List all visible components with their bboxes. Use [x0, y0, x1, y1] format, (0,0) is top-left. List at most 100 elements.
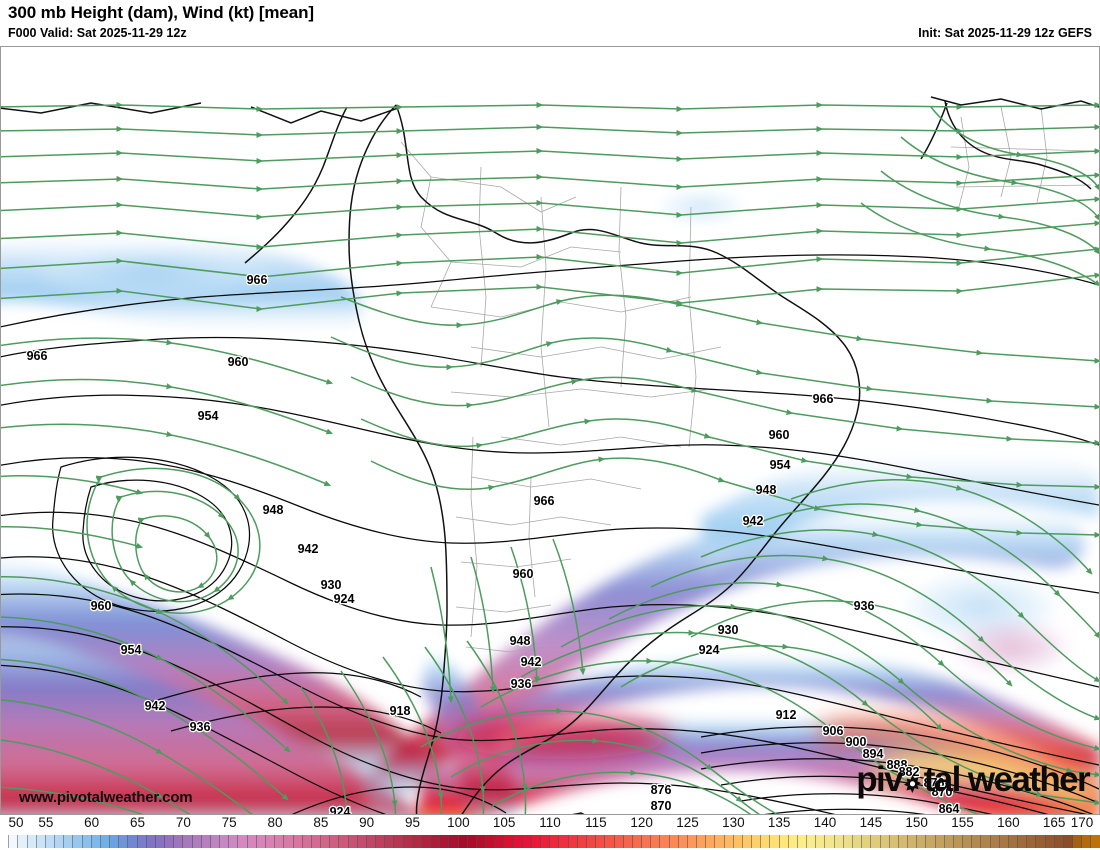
colorbar-swatch: [660, 835, 670, 848]
colorbar-swatch: [293, 835, 303, 848]
contour-label: 924: [334, 592, 355, 606]
colorbar-tick-label: 75: [221, 815, 237, 830]
contour-label: 870: [932, 785, 953, 799]
colorbar-swatch: [504, 835, 514, 848]
colorbar-swatch: [981, 835, 991, 848]
contour-label: 936: [854, 599, 875, 613]
colorbar-swatch: [1091, 835, 1100, 848]
colorbar-swatch: [275, 835, 285, 848]
colorbar-swatch: [302, 835, 312, 848]
colorbar-swatch: [495, 835, 505, 848]
colorbar-tick-label: 95: [404, 815, 421, 830]
colorbar-swatch: [256, 835, 266, 848]
colorbar-swatch: [834, 835, 844, 848]
colorbar-swatch: [486, 835, 496, 848]
contour-label: 924: [699, 643, 720, 657]
colorbar-swatch: [321, 835, 331, 848]
contour-label: 942: [145, 699, 166, 713]
colorbar-swatch: [201, 835, 211, 848]
colorbar-swatch: [440, 835, 450, 848]
init-time-label: Init: Sat 2025-11-29 12z GEFS: [918, 26, 1092, 40]
colorbar-swatch: [421, 835, 432, 848]
colorbar-swatch: [862, 835, 872, 848]
map-panel[interactable]: 966 966 960 954 948 942 930 924 960 954 942 936 924 9…: [0, 46, 1100, 815]
contour-label: 966: [247, 273, 268, 287]
colorbar-swatch: [752, 835, 762, 848]
contour-label: 912: [776, 708, 797, 722]
colorbar-swatch: [385, 835, 395, 848]
colorbar-swatch: [825, 835, 835, 848]
colorbar-swatch: [953, 835, 964, 848]
contour-label: 960: [91, 599, 112, 613]
colorbar-swatch: [27, 835, 37, 848]
contour-label: 954: [198, 409, 219, 423]
colorbar-swatch: [155, 835, 166, 848]
colorbar-swatch: [687, 835, 698, 848]
colorbar-swatch: [908, 835, 918, 848]
contour-label: 966: [534, 494, 555, 508]
colorbar-swatch: [944, 835, 954, 848]
colorbar-swatch: [816, 835, 826, 848]
colorbar-tick-label: 80: [267, 815, 283, 830]
colorbar-swatch: [1073, 835, 1083, 848]
colorbar-tick-label: 70: [175, 815, 191, 830]
colorbar-swatch: [605, 835, 615, 848]
colorbar-swatch: [36, 835, 46, 848]
colorbar-swatch: [788, 835, 798, 848]
contour-label: 942: [743, 514, 764, 528]
contour-label: 924: [330, 805, 351, 814]
colorbar-swatch: [651, 835, 661, 848]
colorbar-swatch: [706, 835, 716, 848]
colorbar-swatch: [1082, 835, 1092, 848]
colorbar: 50 55 60 65 70 75 80 85 90 95 100 105 110 115 120 125 13…: [0, 815, 1100, 850]
contour-label: 942: [521, 655, 542, 669]
colorbar-swatch: [642, 835, 652, 848]
colorbar-swatch: [880, 835, 890, 848]
colorbar-swatch: [889, 835, 899, 848]
colorbar-swatch: [1008, 835, 1019, 848]
colorbar-swatch: [669, 835, 679, 848]
contour-label: 960: [769, 428, 790, 442]
colorbar-swatch: [797, 835, 808, 848]
colorbar-swatch: [513, 835, 523, 848]
colorbar-swatch: [265, 835, 276, 848]
colorbar-swatch: [577, 835, 587, 848]
colorbar-swatch: [926, 835, 936, 848]
colorbar-swatch: [9, 835, 19, 848]
colorbar-swatch: [458, 835, 468, 848]
colorbar-tick-label: 125: [676, 815, 699, 830]
colorbar-tick-label: 85: [313, 815, 329, 830]
colorbar-swatch: [45, 835, 56, 848]
colorbar-tick-label: 165: [1042, 815, 1066, 830]
colorbar-tick-label: 140: [813, 815, 837, 830]
colorbar-swatch: [568, 835, 578, 848]
colorbar-swatch: [770, 835, 780, 848]
colorbar-swatch: [238, 835, 248, 848]
colorbar-swatch: [531, 835, 542, 848]
contour-label: 864: [939, 802, 960, 814]
colorbar-tick-label: 155: [951, 815, 974, 830]
colorbar-swatch: [18, 835, 28, 848]
colorbar-swatch: [183, 835, 193, 848]
colorbar-swatch: [55, 835, 65, 848]
contour-label: 876: [924, 776, 945, 790]
colorbar-swatch: [779, 835, 789, 848]
contour-label: 948: [263, 503, 284, 517]
colorbar-swatch: [559, 835, 569, 848]
page-title: 300 mb Height (dam), Wind (kt) [mean]: [8, 3, 314, 22]
colorbar-swatch: [1063, 835, 1074, 848]
colorbar-swatch: [339, 835, 349, 848]
colorbar-swatch: [587, 835, 597, 848]
colorbar-swatch: [220, 835, 230, 848]
colorbar-tick-label: 60: [84, 815, 100, 830]
colorbar-swatch: [990, 835, 1000, 848]
contour-label: 894: [863, 747, 884, 761]
colorbar-swatch: [550, 835, 560, 848]
contour-label: 948: [756, 483, 777, 497]
colorbar-swatch: [311, 835, 322, 848]
contour-label: 966: [813, 392, 834, 406]
colorbar-tick-label: 115: [585, 815, 607, 830]
